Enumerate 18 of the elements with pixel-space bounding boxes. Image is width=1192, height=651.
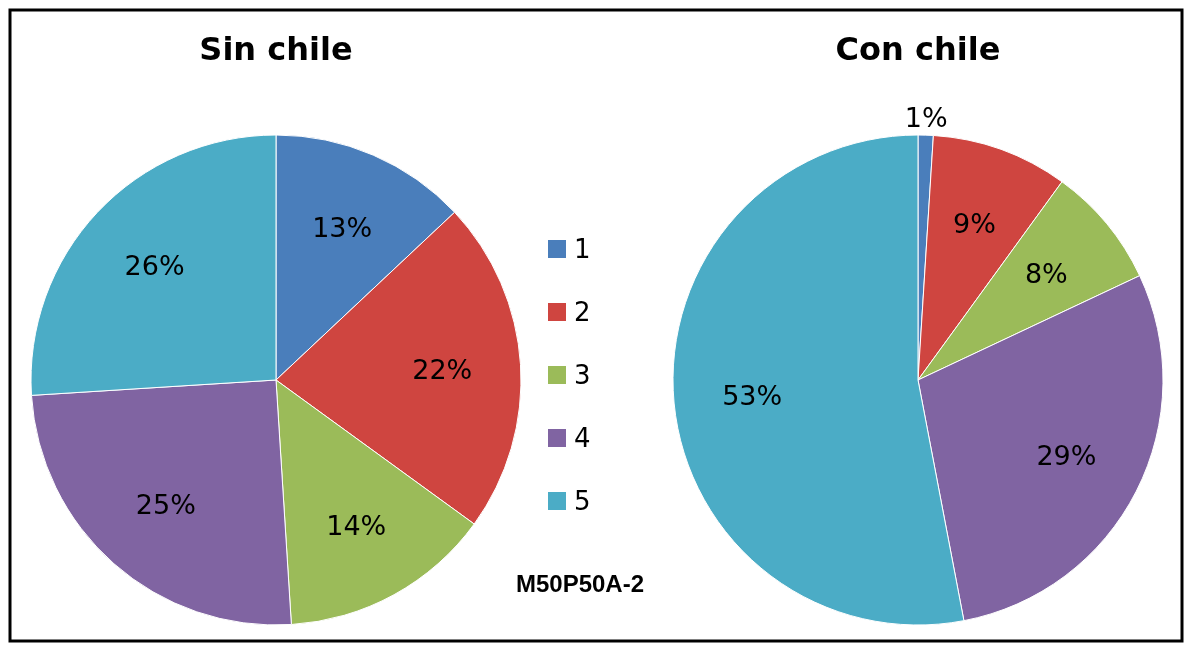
data-label: 14%: [326, 510, 387, 542]
data-label: 25%: [135, 489, 196, 521]
legend-label: 5: [574, 486, 591, 517]
data-label: 8%: [1024, 258, 1068, 290]
data-label: 29%: [1036, 440, 1097, 472]
chart-title: Sin chile: [199, 30, 353, 68]
legend-label: 2: [574, 297, 591, 328]
chart-title: Con chile: [835, 30, 1001, 68]
legend-label: 4: [574, 423, 591, 454]
text: M50P50A-2: [515, 570, 645, 597]
data-label: 13%: [312, 211, 373, 243]
legend-label: 1: [574, 234, 591, 265]
data-label: 22%: [412, 353, 473, 385]
legend-label: 3: [574, 360, 591, 391]
data-label: 1%: [904, 102, 948, 134]
data-label: 9%: [953, 207, 996, 239]
data-label: 26%: [124, 250, 185, 282]
data-label: 53%: [722, 380, 783, 412]
